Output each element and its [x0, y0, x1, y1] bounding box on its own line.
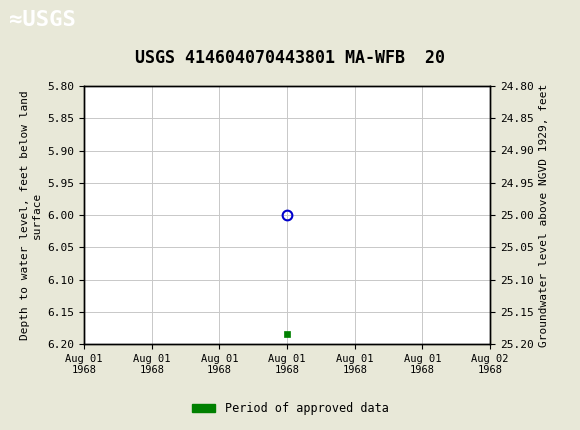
Y-axis label: Depth to water level, feet below land
surface: Depth to water level, feet below land su… — [20, 90, 42, 340]
Y-axis label: Groundwater level above NGVD 1929, feet: Groundwater level above NGVD 1929, feet — [539, 83, 549, 347]
Legend: Period of approved data: Period of approved data — [187, 397, 393, 420]
Text: ≈USGS: ≈USGS — [9, 10, 75, 30]
Text: USGS 414604070443801 MA-WFB  20: USGS 414604070443801 MA-WFB 20 — [135, 49, 445, 67]
